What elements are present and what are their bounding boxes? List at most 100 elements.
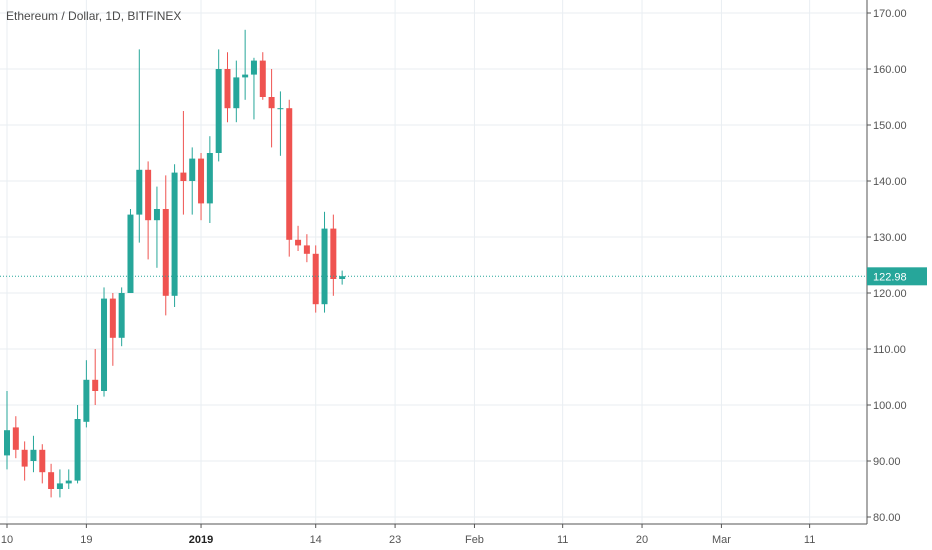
- candle-body: [286, 108, 293, 240]
- candle: [259, 52, 266, 100]
- candle-body: [74, 419, 81, 481]
- candle-body: [180, 172, 187, 181]
- candle: [48, 463, 55, 498]
- candle: [215, 49, 222, 162]
- price-tick-label: 110.00: [873, 344, 906, 356]
- candle: [189, 147, 196, 215]
- candle: [339, 270, 346, 285]
- candle-body: [259, 60, 266, 97]
- candle: [4, 391, 10, 470]
- candle: [127, 209, 134, 293]
- price-tick-label: 120.00: [873, 288, 907, 300]
- time-tick-label: 14: [310, 534, 322, 546]
- candle-body: [330, 228, 337, 279]
- candles: [4, 29, 346, 498]
- last-price-badge-bg: [867, 267, 927, 286]
- candle: [180, 111, 187, 215]
- candle: [74, 405, 81, 484]
- candle-body: [153, 209, 160, 221]
- candle: [330, 214, 337, 296]
- candle-body: [21, 449, 28, 467]
- candle-body: [206, 153, 213, 204]
- candle-body: [162, 209, 169, 296]
- price-tick-label: 130.00: [873, 232, 907, 244]
- time-tick-label: 11: [557, 534, 568, 546]
- candle-body: [101, 298, 108, 391]
- candle: [65, 469, 72, 489]
- candle: [242, 29, 249, 100]
- price-tick-label: 90.00: [873, 456, 901, 468]
- candle-body: [233, 77, 240, 109]
- last-price-label: 122.98: [873, 271, 907, 283]
- candle-body: [277, 108, 284, 110]
- time-tick-label: 2019: [189, 534, 213, 546]
- candle: [224, 52, 231, 123]
- candle: [206, 136, 213, 223]
- candle: [171, 164, 178, 307]
- candle: [56, 469, 63, 498]
- price-tick-label: 140.00: [873, 176, 907, 188]
- candle-body: [268, 97, 275, 109]
- time-tick-label: 11: [804, 534, 815, 546]
- time-tick-label: 20: [636, 534, 648, 546]
- candle: [198, 153, 205, 221]
- candle-body: [30, 449, 37, 461]
- candle-body: [136, 169, 143, 215]
- candle-body: [224, 69, 231, 109]
- last-price-badge: 122.98: [867, 267, 927, 286]
- candle: [101, 287, 108, 397]
- candle-body: [295, 239, 302, 246]
- candle: [145, 161, 152, 260]
- candle: [21, 441, 28, 481]
- candle: [92, 349, 99, 405]
- candle: [83, 360, 90, 428]
- candle-body: [4, 430, 10, 456]
- candle-body: [56, 483, 63, 489]
- candle-body: [339, 276, 346, 279]
- candle: [250, 57, 257, 120]
- price-axis[interactable]: 170.00 160.00 150.00 140.00 130.00 120.00 110.…: [867, 8, 907, 524]
- candle-body: [145, 169, 152, 221]
- chart-title: Ethereum / Dollar, 1D, BITFINEX: [6, 9, 181, 23]
- candle: [277, 91, 284, 156]
- candle: [295, 225, 302, 251]
- candle-body: [198, 158, 205, 204]
- candle: [162, 175, 169, 316]
- candle: [303, 234, 310, 263]
- candle: [118, 287, 125, 347]
- candle: [153, 186, 160, 268]
- candle-body: [242, 74, 249, 78]
- candle-body: [171, 172, 178, 296]
- candle: [286, 99, 293, 257]
- candle-body: [83, 379, 90, 422]
- price-tick-label: 170.00: [873, 8, 907, 20]
- candle-body: [65, 480, 72, 484]
- time-tick-label: Mar: [712, 534, 731, 546]
- candle-body: [215, 69, 222, 153]
- candle-body: [250, 60, 257, 75]
- candle-body: [48, 472, 55, 489]
- candle: [268, 69, 275, 148]
- candle: [12, 416, 19, 459]
- price-tick-label: 80.00: [873, 512, 901, 524]
- candle: [233, 60, 240, 123]
- candle-body: [109, 298, 116, 338]
- time-tick-label: 10: [1, 534, 13, 546]
- candle-body: [127, 214, 134, 293]
- candle: [109, 293, 116, 366]
- candle: [312, 245, 319, 313]
- candle-body: [312, 253, 319, 305]
- price-tick-label: 150.00: [873, 120, 907, 132]
- candle: [321, 211, 328, 313]
- candle-body: [39, 449, 46, 473]
- candle: [39, 444, 46, 484]
- candle-body: [321, 228, 328, 305]
- candle-body: [303, 245, 310, 254]
- price-tick-label: 100.00: [873, 400, 907, 412]
- time-tick-label: 23: [389, 534, 401, 546]
- candle-body: [92, 379, 99, 391]
- time-axis[interactable]: 10 19 2019 14 23 Feb 11 20 Mar 11: [1, 524, 815, 546]
- candle-body: [189, 158, 196, 181]
